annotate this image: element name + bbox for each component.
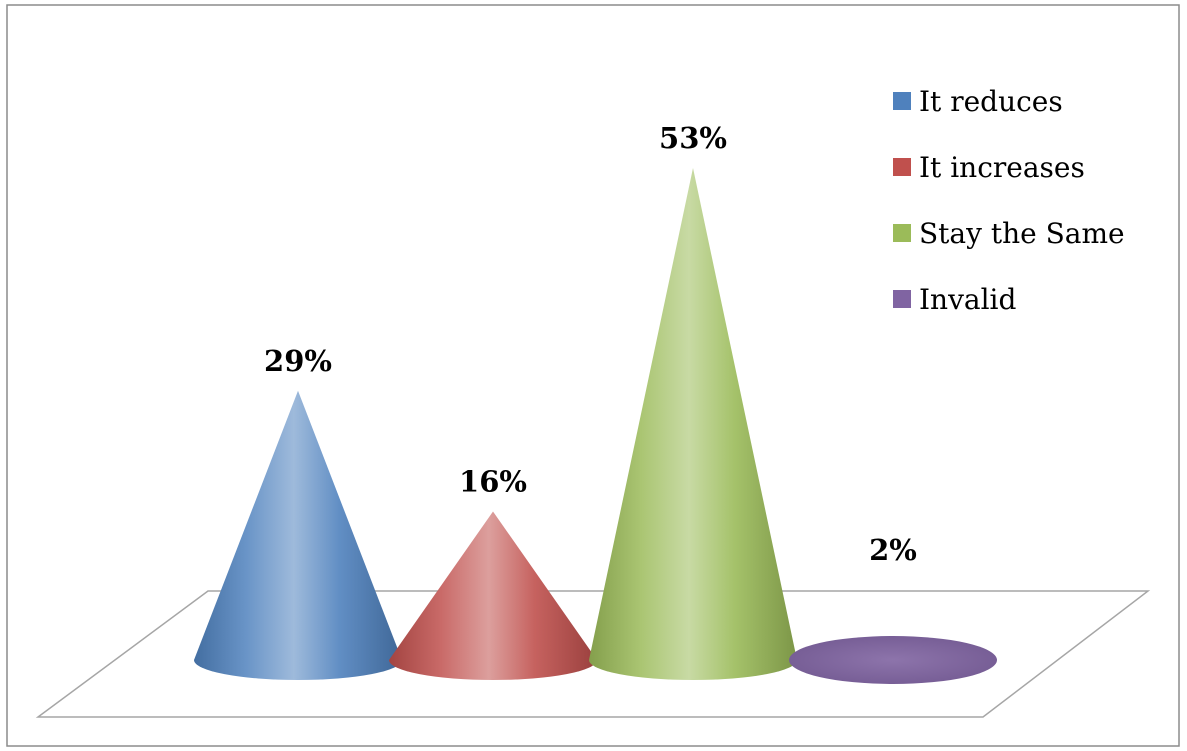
cone-invalid (789, 636, 997, 684)
data-label-it-increases: 16% (459, 464, 527, 498)
legend-swatch-it-increases (893, 158, 911, 176)
data-label-stay-the-same: 53% (659, 121, 727, 155)
data-label-it-reduces: 29% (264, 344, 332, 378)
legend-label-it-increases: It increases (919, 151, 1085, 184)
cone-stay-the-same (589, 168, 797, 680)
legend-label-invalid: Invalid (919, 283, 1017, 316)
legend-label-it-reduces: It reduces (919, 85, 1063, 118)
chart-marks (194, 168, 997, 684)
legend-swatch-stay-the-same (893, 224, 911, 242)
data-labels: 29% 16% 53% 2% (264, 121, 917, 567)
legend: It reduces It increases Stay the Same Inval… (893, 85, 1125, 316)
data-label-invalid: 2% (869, 533, 917, 567)
legend-swatch-it-reduces (893, 92, 911, 110)
legend-label-stay-the-same: Stay the Same (919, 217, 1125, 250)
cone-it-reduces (194, 390, 402, 680)
legend-swatch-invalid (893, 290, 911, 308)
cone-it-increases (389, 511, 597, 680)
